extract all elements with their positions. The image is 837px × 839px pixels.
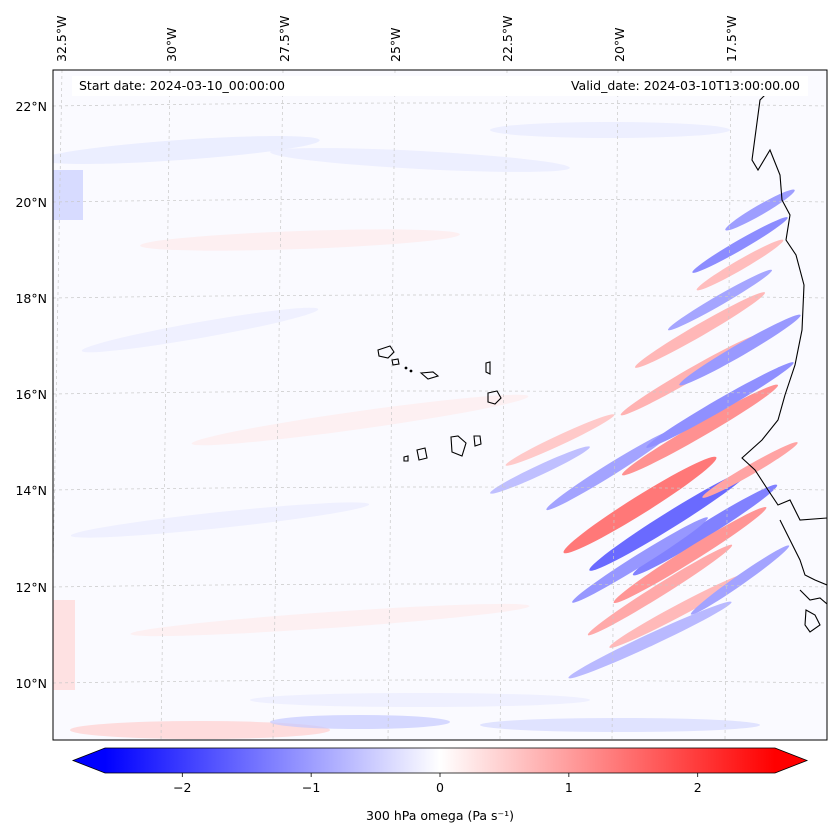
colorbar-label: 300 hPa omega (Pa s⁻¹) [366,808,514,823]
start-date-label: Start date: 2024-03-10_00:00:00 [79,78,285,93]
colorbar-extend-max [775,748,807,773]
lon-label: 20°W [612,27,627,62]
valid-date-label: Valid_date: 2024-03-10T13:00:00.00 [571,78,800,93]
lon-label: 22.5°W [500,16,515,62]
map-panel[interactable]: Start date: 2024-03-10_00:00:00 Valid_da… [40,69,828,741]
coastline [741,89,827,633]
colorbar-extend-min [73,748,105,773]
colorbar-outline [71,747,809,774]
longitude-labels: 32.5°W 30°W 27.5°W 25°W 22.5°W 20°W 17.5… [54,16,739,62]
colorbar-tick-label: −2 [173,780,191,795]
colorbar-tick-label: 2 [694,780,702,795]
colorbar-gradient [105,748,775,773]
lon-label: 32.5°W [54,16,69,62]
lat-label: 18°N [15,291,47,306]
colorbar: −2 −1 0 1 2 300 hPa omega (Pa s⁻¹) [71,747,809,823]
map-frame [52,69,828,741]
colorbar-tick-label: −1 [302,780,320,795]
lat-label: 12°N [15,580,47,595]
lon-label: 27.5°W [277,16,292,62]
lat-label: 20°N [15,195,47,210]
latitude-labels: 22°N 20°N 18°N 16°N 14°N 12°N 10°N [15,99,47,691]
colorbar-tick-label: 0 [436,780,444,795]
date-annotation-box [72,76,808,96]
colorbar-tick-label: 1 [565,780,573,795]
lat-label: 22°N [15,99,47,114]
lon-label: 25°W [388,27,403,62]
lat-label: 16°N [15,387,47,402]
lat-label: 10°N [15,676,47,691]
omega-field [53,70,827,740]
colorbar-ticks: −2 −1 0 1 2 [173,773,702,795]
graticule [53,70,827,740]
lon-label: 17.5°W [724,16,739,62]
cape-verde-islands [377,345,502,462]
lon-label: 30°W [164,27,179,62]
lat-label: 14°N [15,483,47,498]
